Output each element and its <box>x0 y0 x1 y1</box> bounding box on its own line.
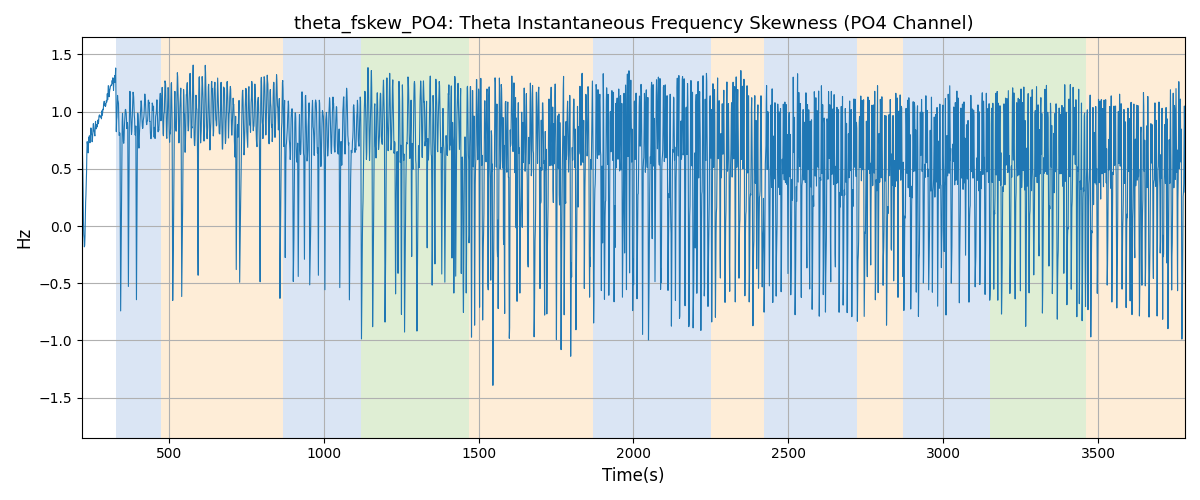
Bar <box>161 38 283 438</box>
Bar <box>857 38 904 438</box>
Bar <box>1086 38 1186 438</box>
Title: theta_fskew_PO4: Theta Instantaneous Frequency Skewness (PO4 Channel): theta_fskew_PO4: Theta Instantaneous Fre… <box>294 15 973 34</box>
Bar <box>990 38 1086 438</box>
Bar <box>469 38 593 438</box>
X-axis label: Time(s): Time(s) <box>602 467 665 485</box>
Bar <box>904 38 990 438</box>
Y-axis label: Hz: Hz <box>14 227 32 248</box>
Bar <box>593 38 710 438</box>
Bar <box>283 38 361 438</box>
Bar <box>710 38 763 438</box>
Bar <box>361 38 469 438</box>
Bar <box>116 38 161 438</box>
Bar <box>763 38 857 438</box>
